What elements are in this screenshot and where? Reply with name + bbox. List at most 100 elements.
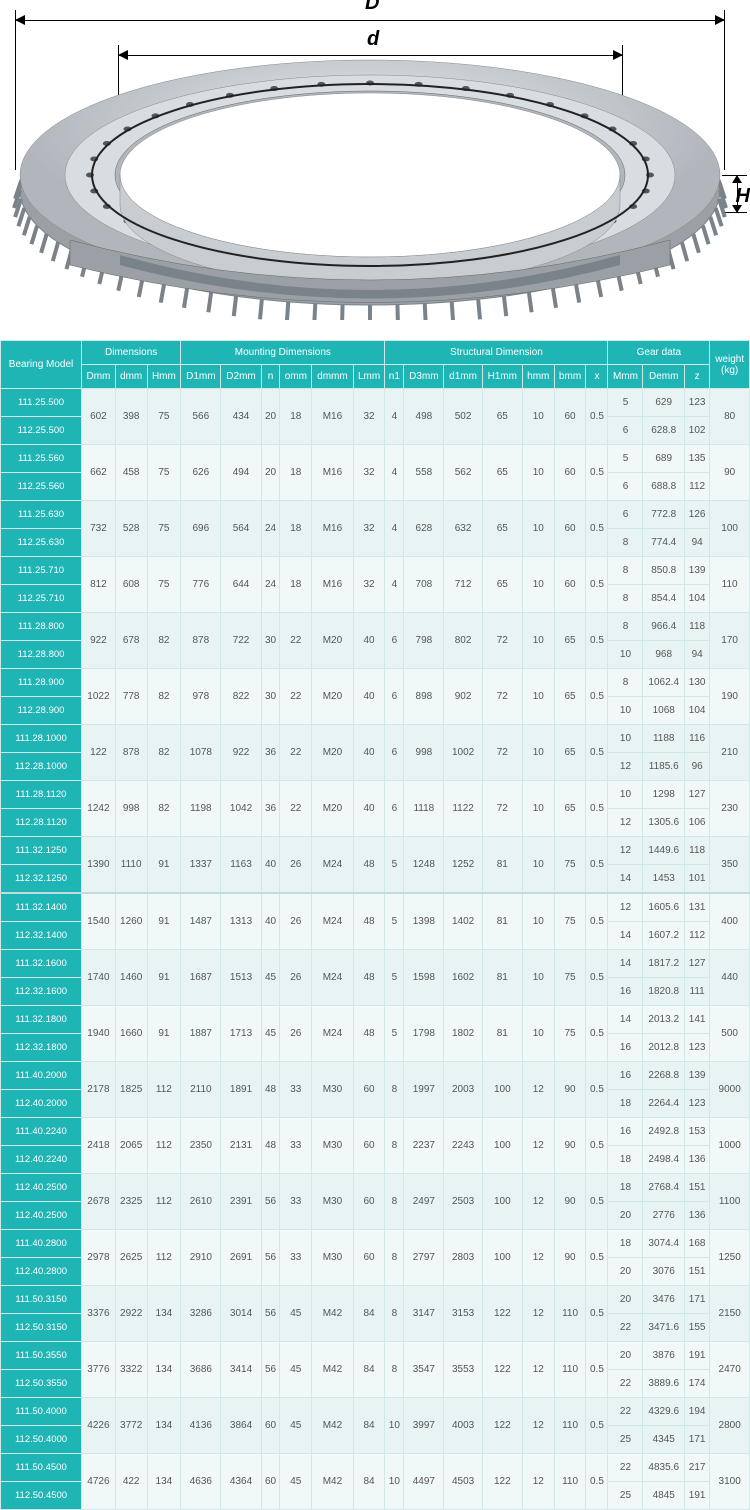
header-col: omm [280, 365, 312, 389]
data-cell: 2492.8 [643, 1118, 685, 1146]
table-row: 111.32.16001740146091168715134526M244851… [1, 950, 750, 978]
model-cell: 111.40.2240 [1, 1118, 82, 1146]
data-cell: 48 [353, 837, 385, 894]
data-cell: 0.5 [586, 950, 608, 1006]
model-cell: 112.40.2500 [1, 1174, 82, 1202]
model-cell: 112.25.630 [1, 529, 82, 557]
model-cell: 111.25.560 [1, 445, 82, 473]
data-cell: 75 [147, 389, 181, 445]
data-cell: 3471.6 [643, 1314, 685, 1342]
data-cell: 2797 [404, 1230, 444, 1286]
data-cell: 1260 [115, 893, 147, 950]
data-cell: 82 [147, 725, 181, 781]
data-cell: 130 [684, 669, 709, 697]
data-cell: 155 [684, 1314, 709, 1342]
data-cell: 104 [684, 697, 709, 725]
data-cell: M20 [312, 725, 353, 781]
model-cell: 112.25.560 [1, 473, 82, 501]
data-cell: 2391 [221, 1174, 261, 1230]
bearing-diagram: D d H [0, 0, 750, 340]
data-cell: 84 [353, 1398, 385, 1454]
data-cell: 778 [115, 669, 147, 725]
data-cell: 1062.4 [643, 669, 685, 697]
data-cell: 82 [147, 613, 181, 669]
data-cell: M42 [312, 1454, 353, 1510]
data-cell: 81 [482, 893, 522, 950]
data-cell: 2350 [181, 1118, 221, 1174]
data-cell: 151 [684, 1174, 709, 1202]
data-cell: 10 [522, 613, 554, 669]
data-cell: 2110 [181, 1062, 221, 1118]
data-cell: 40 [353, 669, 385, 725]
data-cell: 100 [710, 501, 750, 557]
data-cell: 60 [353, 1118, 385, 1174]
data-cell: 629 [643, 389, 685, 417]
data-cell: 84 [353, 1342, 385, 1398]
data-cell: 126 [684, 501, 709, 529]
model-cell: 112.40.2800 [1, 1258, 82, 1286]
data-cell: 2800 [710, 1398, 750, 1454]
table-row: 111.28.800922678828787223022M20406798802… [1, 613, 750, 641]
data-cell: 22 [280, 669, 312, 725]
data-cell: 6 [385, 725, 404, 781]
data-cell: 40 [261, 893, 280, 950]
data-cell: 20 [608, 1342, 643, 1370]
data-cell: 20 [261, 445, 280, 501]
data-cell: 65 [482, 389, 522, 445]
model-cell: 111.40.2800 [1, 1230, 82, 1258]
data-cell: 1817.2 [643, 950, 685, 978]
data-cell: 12 [522, 1118, 554, 1174]
header-col: bmm [554, 365, 586, 389]
data-cell: 217 [684, 1454, 709, 1482]
data-cell: 10 [522, 837, 554, 894]
data-cell: 566 [181, 389, 221, 445]
data-cell: 1390 [82, 837, 116, 894]
data-cell: 3376 [82, 1286, 116, 1342]
table-row: 111.32.14001540126091148713134026M244851… [1, 893, 750, 922]
data-cell: M30 [312, 1174, 353, 1230]
data-cell: 3322 [115, 1342, 147, 1398]
spec-table-body: 111.25.500602398755664342018M16324498502… [1, 389, 750, 1510]
data-cell: 2625 [115, 1230, 147, 1286]
data-cell: 3997 [404, 1398, 444, 1454]
model-cell: 112.50.3550 [1, 1370, 82, 1398]
data-cell: 1713 [221, 1006, 261, 1062]
model-cell: 112.40.2000 [1, 1090, 82, 1118]
data-cell: 112 [684, 473, 709, 501]
data-cell: 8 [608, 557, 643, 585]
data-cell: 40 [353, 781, 385, 837]
data-cell: 40 [353, 725, 385, 781]
data-cell: 1891 [221, 1062, 261, 1118]
header-col: n [261, 365, 280, 389]
data-cell: 22 [280, 613, 312, 669]
data-cell: 45 [261, 1006, 280, 1062]
data-cell: 82 [147, 781, 181, 837]
data-cell: 5 [385, 950, 404, 1006]
data-cell: 1185.6 [643, 753, 685, 781]
data-cell: 3889.6 [643, 1370, 685, 1398]
data-cell: 10 [522, 781, 554, 837]
data-cell: 1398 [404, 893, 444, 950]
data-cell: 22 [280, 781, 312, 837]
data-cell: 3776 [82, 1342, 116, 1398]
data-cell: 2237 [404, 1118, 444, 1174]
data-cell: 12 [522, 1342, 554, 1398]
model-cell: 112.40.2240 [1, 1146, 82, 1174]
data-cell: 1607.2 [643, 922, 685, 950]
data-cell: 134 [147, 1342, 181, 1398]
data-cell: 100 [482, 1118, 522, 1174]
data-cell: 110 [554, 1286, 586, 1342]
data-cell: 4 [385, 557, 404, 613]
data-cell: 722 [221, 613, 261, 669]
model-cell: 111.32.1800 [1, 1006, 82, 1034]
header-col: dmmm [312, 365, 353, 389]
data-cell: 0.5 [586, 781, 608, 837]
data-cell: 878 [181, 613, 221, 669]
data-cell: 72 [482, 725, 522, 781]
data-cell: 2678 [82, 1174, 116, 1230]
data-cell: 10 [608, 641, 643, 669]
data-cell: 4136 [181, 1398, 221, 1454]
data-cell: 20 [608, 1286, 643, 1314]
data-cell: 12 [522, 1174, 554, 1230]
data-cell: 1460 [115, 950, 147, 1006]
